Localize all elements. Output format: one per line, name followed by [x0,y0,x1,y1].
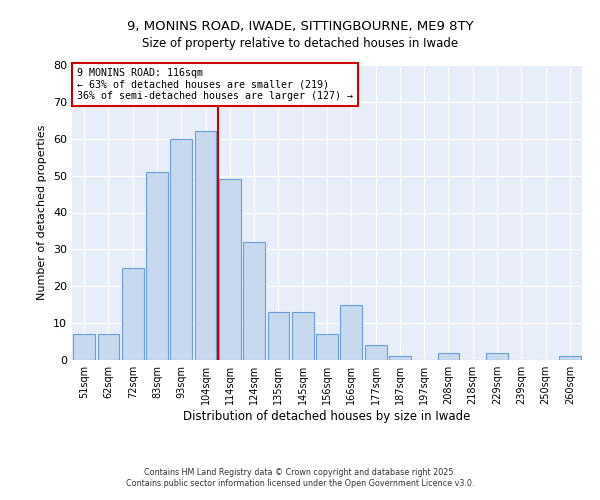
Bar [365,345,386,360]
Bar [316,334,338,360]
X-axis label: Distribution of detached houses by size in Iwade: Distribution of detached houses by size … [184,410,470,423]
Bar [122,268,143,360]
Text: 9, MONINS ROAD, IWADE, SITTINGBOURNE, ME9 8TY: 9, MONINS ROAD, IWADE, SITTINGBOURNE, ME… [127,20,473,33]
Text: 9 MONINS ROAD: 116sqm
← 63% of detached houses are smaller (219)
36% of semi-det: 9 MONINS ROAD: 116sqm ← 63% of detached … [77,68,353,101]
Bar [292,312,314,360]
Bar [219,180,241,360]
Bar [559,356,581,360]
Bar [437,352,460,360]
Text: Size of property relative to detached houses in Iwade: Size of property relative to detached ho… [142,38,458,51]
Bar [194,132,217,360]
Bar [268,312,289,360]
Y-axis label: Number of detached properties: Number of detached properties [37,125,47,300]
Bar [73,334,95,360]
Bar [486,352,508,360]
Bar [340,304,362,360]
Text: Contains HM Land Registry data © Crown copyright and database right 2025.
Contai: Contains HM Land Registry data © Crown c… [126,468,474,487]
Bar [243,242,265,360]
Bar [170,138,192,360]
Bar [97,334,119,360]
Bar [389,356,411,360]
Bar [146,172,168,360]
